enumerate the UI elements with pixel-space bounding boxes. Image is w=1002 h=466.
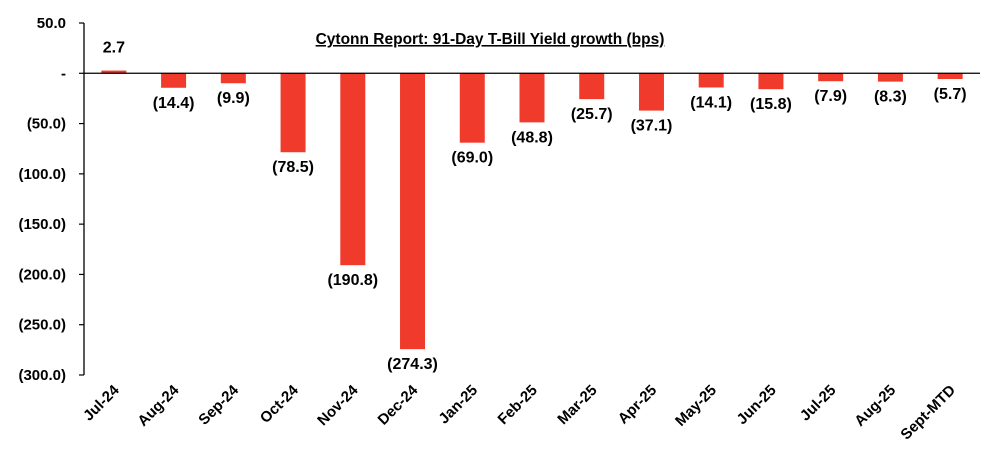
chart-title: Cytonn Report: 91-Day T-Bill Yield growt…	[316, 31, 665, 48]
x-tick-label: Aug-25	[851, 382, 899, 430]
data-label: (48.8)	[511, 129, 553, 146]
x-tick-label: Dec-24	[375, 381, 422, 428]
y-tick-label: (300.0)	[18, 367, 66, 384]
x-tick-label: Jan-25	[435, 382, 481, 428]
bar-aug-24	[161, 73, 187, 88]
y-tick-label: (250.0)	[18, 317, 66, 334]
bar-may-25	[698, 73, 724, 88]
bar-aug-25	[877, 73, 903, 82]
bars: 2.7 (14.4) (9.9) (78.5) (190.8) (274.3) (69.0)…	[101, 40, 967, 373]
bar-nov-24	[340, 73, 366, 266]
data-label: (8.3)	[874, 89, 907, 106]
x-tick-label: Mar-25	[554, 382, 600, 428]
x-tick-label: Sep-24	[195, 381, 242, 428]
data-label: (190.8)	[327, 272, 378, 289]
y-tick-label: (50.0)	[27, 116, 66, 133]
y-axis: 50.0 - (50.0) (100.0) (150.0) (200.0) (250.0) (…	[18, 15, 85, 384]
y-tick-label: (200.0)	[18, 266, 66, 283]
data-label: (9.9)	[217, 90, 250, 107]
data-label: (7.9)	[814, 88, 847, 105]
x-tick-label: Sept-MTD	[897, 382, 959, 444]
x-tick-label: Feb-25	[495, 382, 541, 428]
data-label: (69.0)	[451, 150, 493, 167]
bar-jul-25	[818, 73, 844, 82]
bar-apr-25	[638, 73, 664, 111]
bar-jul-24	[101, 70, 127, 74]
x-tick-label: Oct-24	[257, 381, 302, 426]
data-label: (14.4)	[153, 95, 195, 112]
x-tick-label: Jul-25	[797, 382, 840, 425]
bar-oct-24	[280, 73, 306, 153]
y-tick-label: (100.0)	[18, 166, 66, 183]
data-label: (25.7)	[571, 106, 613, 123]
bar-jan-25	[459, 73, 485, 143]
data-label: (5.7)	[934, 86, 967, 103]
y-tick-label: 50.0	[37, 15, 66, 32]
data-label: (14.1)	[690, 94, 732, 111]
y-tick-label: (150.0)	[18, 216, 66, 233]
data-label: (37.1)	[631, 118, 673, 135]
data-label: 2.7	[103, 40, 125, 57]
x-tick-label: Aug-24	[134, 381, 182, 429]
x-tick-label: Jul-24	[80, 381, 123, 424]
bar-dec-24	[400, 73, 426, 350]
data-label: (78.5)	[272, 159, 314, 176]
bar-sept-mtd	[937, 73, 963, 80]
y-tick-label: -	[61, 65, 66, 82]
data-label: (15.8)	[750, 96, 792, 113]
bar-mar-25	[579, 73, 605, 100]
data-label: (274.3)	[387, 356, 438, 373]
x-tick-label: May-25	[672, 382, 720, 430]
bar-feb-25	[519, 73, 545, 123]
x-tick-label: Jun-25	[734, 382, 780, 428]
x-tick-label: Nov-24	[314, 381, 362, 429]
bar-sep-24	[220, 73, 246, 84]
bar-jun-25	[758, 73, 784, 90]
x-tick-label: Apr-25	[615, 382, 661, 428]
